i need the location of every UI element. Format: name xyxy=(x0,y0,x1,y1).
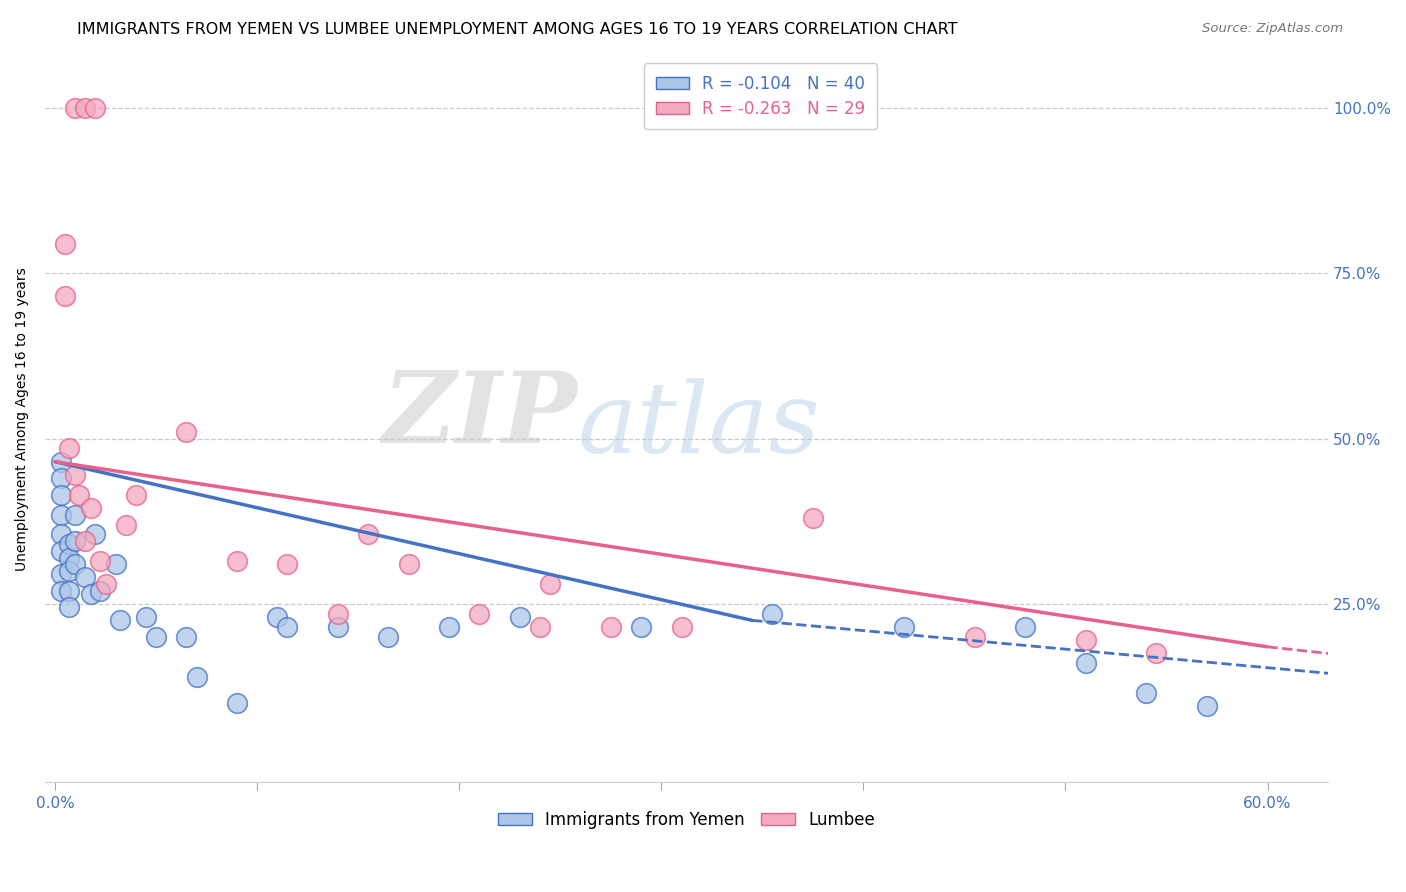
Point xyxy=(58,550,80,565)
Point xyxy=(509,610,531,624)
Point xyxy=(67,488,90,502)
Point xyxy=(1074,657,1097,671)
Point xyxy=(135,610,157,624)
Point xyxy=(266,610,288,624)
Point xyxy=(49,508,72,522)
Point xyxy=(377,630,399,644)
Point xyxy=(145,630,167,644)
Y-axis label: Unemployment Among Ages 16 to 19 years: Unemployment Among Ages 16 to 19 years xyxy=(15,267,30,571)
Point xyxy=(630,620,652,634)
Point xyxy=(114,517,136,532)
Point xyxy=(49,567,72,582)
Point xyxy=(326,620,349,634)
Point xyxy=(58,442,80,456)
Point xyxy=(58,537,80,551)
Text: ZIP: ZIP xyxy=(382,367,578,463)
Point xyxy=(104,557,127,571)
Point xyxy=(65,534,87,549)
Point xyxy=(437,620,460,634)
Point xyxy=(357,527,380,541)
Point xyxy=(80,501,103,516)
Point xyxy=(80,587,103,601)
Point xyxy=(176,630,198,644)
Point xyxy=(49,471,72,485)
Point xyxy=(65,557,87,571)
Point xyxy=(186,669,208,683)
Point xyxy=(226,696,249,710)
Point xyxy=(671,620,693,634)
Point xyxy=(49,455,72,469)
Point xyxy=(75,534,97,549)
Point xyxy=(89,583,111,598)
Point xyxy=(761,607,783,621)
Point xyxy=(276,620,298,634)
Point xyxy=(65,467,87,482)
Point xyxy=(276,557,298,571)
Point xyxy=(49,544,72,558)
Text: Source: ZipAtlas.com: Source: ZipAtlas.com xyxy=(1202,22,1343,36)
Text: IMMIGRANTS FROM YEMEN VS LUMBEE UNEMPLOYMENT AMONG AGES 16 TO 19 YEARS CORRELATI: IMMIGRANTS FROM YEMEN VS LUMBEE UNEMPLOY… xyxy=(77,22,957,37)
Point xyxy=(1135,686,1157,700)
Point xyxy=(108,613,131,627)
Point xyxy=(49,583,72,598)
Point xyxy=(58,600,80,615)
Point xyxy=(84,101,107,115)
Point xyxy=(84,527,107,541)
Point xyxy=(468,607,491,621)
Point xyxy=(599,620,621,634)
Point xyxy=(53,289,76,303)
Point xyxy=(963,630,986,644)
Point xyxy=(1195,699,1218,714)
Point xyxy=(893,620,915,634)
Point xyxy=(65,101,87,115)
Point xyxy=(53,236,76,251)
Point xyxy=(538,577,561,591)
Point xyxy=(89,554,111,568)
Point xyxy=(1074,633,1097,648)
Point xyxy=(1144,647,1167,661)
Point xyxy=(49,527,72,541)
Point xyxy=(326,607,349,621)
Legend: Immigrants from Yemen, Lumbee: Immigrants from Yemen, Lumbee xyxy=(492,805,882,836)
Point xyxy=(58,564,80,578)
Point xyxy=(1014,620,1036,634)
Point xyxy=(75,570,97,584)
Point xyxy=(94,577,117,591)
Point xyxy=(49,488,72,502)
Point xyxy=(529,620,551,634)
Point xyxy=(75,101,97,115)
Point xyxy=(176,425,198,439)
Point xyxy=(226,554,249,568)
Point xyxy=(398,557,420,571)
Text: atlas: atlas xyxy=(578,378,820,474)
Point xyxy=(801,511,824,525)
Point xyxy=(65,508,87,522)
Point xyxy=(125,488,148,502)
Point xyxy=(58,583,80,598)
